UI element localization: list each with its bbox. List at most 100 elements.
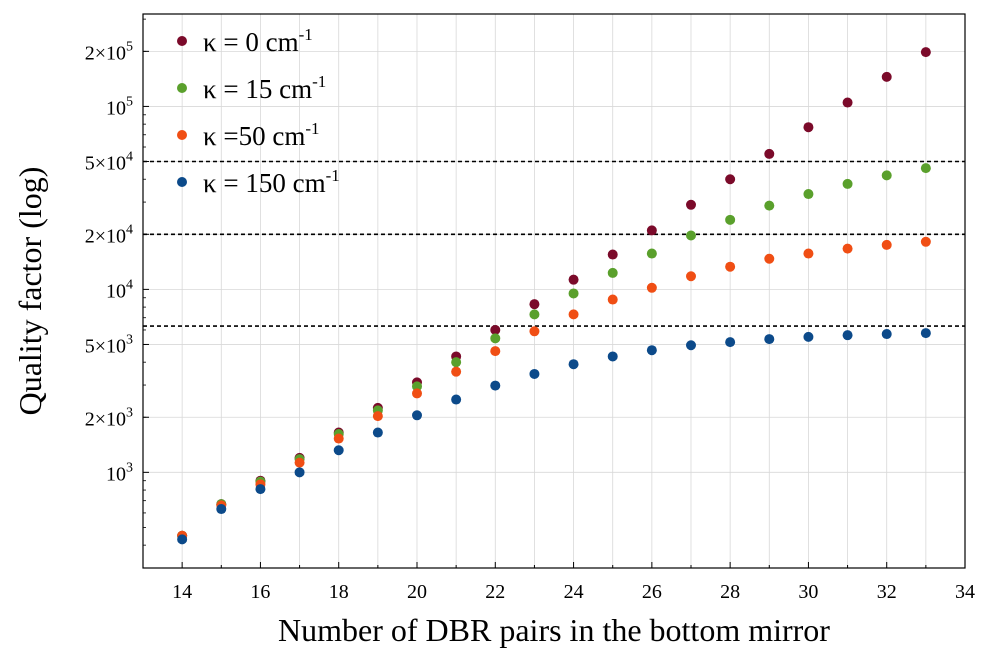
data-point	[725, 337, 736, 348]
series-1	[177, 163, 931, 541]
y-axis-title: Quality factor (log)	[12, 167, 48, 416]
x-tick-label: 32	[877, 581, 897, 603]
data-point	[842, 330, 853, 341]
x-tick-label: 20	[407, 581, 427, 603]
data-point	[451, 357, 462, 368]
data-point	[764, 200, 775, 211]
x-tick-label: 14	[172, 581, 192, 603]
data-point	[294, 467, 305, 478]
data-point	[725, 174, 736, 185]
data-point	[842, 97, 853, 108]
data-point	[881, 329, 892, 340]
data-point	[803, 189, 814, 200]
data-point	[686, 271, 696, 282]
data-point	[842, 243, 853, 254]
data-point	[294, 457, 305, 468]
data-point	[764, 253, 775, 264]
data-point	[412, 410, 422, 421]
data-point	[490, 324, 501, 335]
data-point	[372, 427, 383, 438]
data-point	[255, 484, 266, 495]
data-point	[764, 334, 775, 345]
data-point	[607, 249, 618, 260]
data-point	[451, 394, 462, 405]
data-point	[177, 534, 188, 545]
axis-ticks: 14 16 18 20 22 24 26 28 30 32 34 103 2×103 5×103 104 2×…	[85, 18, 975, 603]
data-point	[568, 274, 579, 285]
data-point	[568, 288, 579, 299]
y-tick-label: 2×105	[85, 39, 133, 64]
data-point	[529, 309, 540, 320]
y-tick-label: 5×104	[85, 149, 133, 174]
data-point	[412, 388, 422, 399]
data-point	[372, 411, 383, 422]
data-point	[333, 445, 344, 456]
data-point	[529, 299, 540, 310]
x-axis-title: Number of DBR pairs in the bottom mirror	[278, 612, 830, 648]
data-point	[842, 178, 853, 189]
data-point	[881, 71, 892, 82]
data-point	[725, 261, 736, 272]
x-tick-label: 30	[798, 581, 818, 603]
legend-label: κ =50 cm-1	[203, 119, 320, 151]
data-point	[529, 368, 540, 379]
y-tick-label: 105	[106, 94, 133, 119]
data-point	[568, 309, 579, 320]
plot-frame	[142, 13, 966, 569]
legend-label: κ = 150 cm-1	[203, 166, 340, 198]
y-tick-label: 5×103	[85, 332, 133, 357]
data-point	[920, 236, 931, 247]
y-tick-label: 104	[106, 277, 133, 302]
legend-marker	[177, 36, 187, 46]
data-point	[412, 381, 422, 392]
data-point	[568, 359, 579, 370]
data-point	[607, 351, 618, 362]
x-tick-label: 16	[250, 581, 270, 603]
data-point	[490, 346, 501, 357]
data-points	[177, 47, 931, 545]
x-tick-label: 24	[564, 581, 584, 603]
y-tick-label: 2×103	[85, 405, 133, 430]
legend-marker	[177, 177, 187, 187]
data-point	[646, 248, 657, 259]
data-point	[764, 148, 775, 159]
data-point	[881, 170, 892, 181]
data-point	[803, 122, 814, 133]
data-point	[490, 380, 501, 391]
data-point	[920, 163, 931, 174]
data-point	[803, 248, 814, 259]
data-point	[686, 199, 696, 210]
legend: κ = 0 cm-1 κ = 15 cm-1 κ =50 cm-1 κ = 150 c…	[177, 25, 340, 198]
data-point	[646, 345, 657, 356]
data-point	[920, 47, 931, 58]
data-point	[646, 282, 657, 293]
y-tick-label: 2×104	[85, 222, 133, 247]
data-point	[881, 239, 892, 250]
x-tick-label: 28	[720, 581, 740, 603]
x-tick-label: 18	[329, 581, 349, 603]
data-point	[803, 331, 814, 342]
data-point	[646, 225, 657, 236]
y-tick-label: 103	[106, 460, 133, 485]
series-3	[177, 328, 931, 545]
legend-label: κ = 15 cm-1	[203, 72, 326, 104]
data-point	[529, 326, 540, 337]
data-point	[607, 294, 618, 305]
x-tick-label: 26	[642, 581, 662, 603]
legend-label: κ = 0 cm-1	[203, 25, 313, 57]
reference-lines	[143, 160, 965, 327]
data-point	[686, 230, 696, 241]
data-point	[920, 328, 931, 339]
x-tick-label: 22	[485, 581, 505, 603]
data-point	[490, 333, 501, 344]
data-point	[686, 340, 696, 351]
series-2	[177, 236, 931, 541]
x-tick-label: 34	[955, 581, 975, 603]
legend-marker	[177, 130, 187, 140]
data-point	[333, 433, 344, 444]
data-point	[216, 504, 227, 515]
legend-marker	[177, 83, 187, 93]
data-point	[725, 214, 736, 225]
data-point	[607, 267, 618, 278]
